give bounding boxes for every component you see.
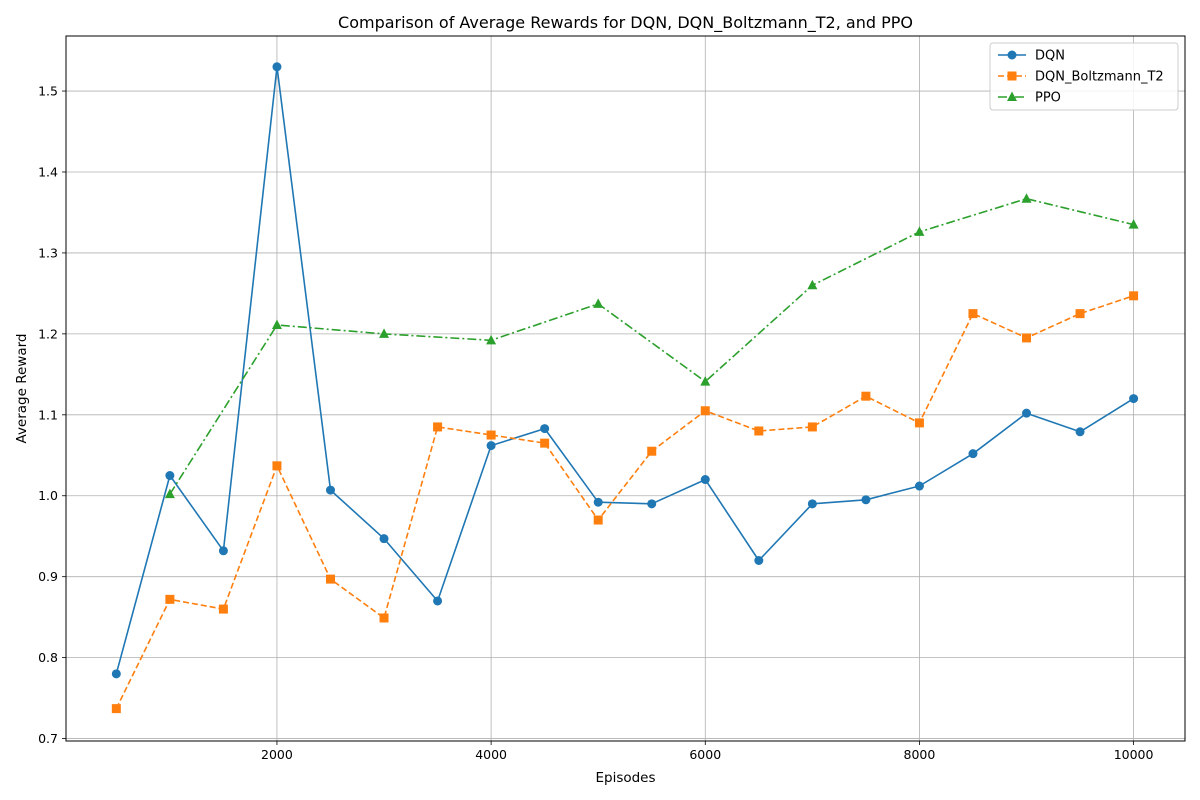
x-axis-label: Episodes	[595, 770, 655, 786]
ticks: 2000 4000 6000 8000 10000 0.7 0.8 0.9 1.0 1.1 1.2 1…	[38, 84, 1153, 762]
data-point	[218, 546, 228, 556]
data-point	[1022, 333, 1032, 343]
series-line	[115, 295, 1134, 709]
data-point	[433, 422, 443, 432]
data-point	[968, 309, 978, 319]
x-tick-label: 10000	[1114, 747, 1154, 762]
data-point	[807, 499, 817, 509]
data-point	[861, 495, 871, 505]
data-point	[914, 226, 925, 236]
data-point	[807, 422, 817, 432]
data-point	[486, 334, 497, 345]
data-point	[754, 556, 764, 566]
data-point	[700, 475, 710, 485]
y-tick-label: 0.9	[38, 569, 58, 584]
data-point	[540, 438, 550, 448]
data-point	[647, 499, 657, 509]
chart-title: Comparison of Average Rewards for DQN, D…	[338, 13, 913, 33]
y-tick-label: 1.4	[38, 164, 58, 179]
data-point	[1129, 291, 1139, 301]
data-point	[165, 471, 175, 481]
data-point	[914, 481, 924, 491]
data-point	[486, 441, 496, 451]
y-tick-label: 1.1	[38, 407, 58, 422]
y-tick-label: 0.8	[38, 650, 58, 665]
data-point	[486, 430, 496, 440]
data-point	[325, 485, 335, 495]
data-point	[272, 461, 282, 471]
series-ppo	[164, 193, 1139, 499]
data-point	[647, 446, 657, 456]
data-point	[593, 497, 603, 507]
legend-label: PPO	[1035, 91, 1061, 106]
data-point	[807, 279, 818, 290]
y-tick-label: 0.7	[38, 731, 58, 746]
data-point	[861, 391, 871, 401]
legend-marker	[1007, 91, 1017, 101]
data-point	[218, 604, 228, 614]
data-point	[1022, 408, 1032, 418]
data-point	[379, 534, 389, 544]
data-point	[1128, 219, 1139, 229]
y-tick-label: 1.3	[38, 245, 58, 260]
data-point	[700, 406, 710, 416]
legend-marker	[1007, 71, 1017, 81]
data-point	[165, 594, 175, 604]
data-point	[379, 613, 389, 623]
data-point	[1129, 394, 1139, 404]
data-point	[593, 515, 603, 525]
legend-label: DQN	[1035, 49, 1065, 64]
y-tick-label: 1.2	[38, 326, 58, 341]
data-point	[379, 328, 390, 338]
x-tick-label: 6000	[689, 747, 721, 762]
y-axis-label: Average Reward	[14, 333, 30, 443]
plot-frame	[65, 35, 1186, 742]
series-group	[111, 62, 1139, 714]
data-point	[164, 488, 175, 499]
series-line	[115, 66, 1135, 675]
data-point	[111, 669, 121, 679]
data-point	[700, 376, 711, 386]
data-point	[1075, 309, 1085, 319]
x-tick-label: 2000	[261, 747, 293, 762]
data-point	[968, 449, 978, 459]
data-point	[540, 424, 550, 434]
x-tick-label: 8000	[904, 747, 936, 762]
data-point	[593, 298, 604, 308]
data-point	[271, 319, 282, 329]
data-point	[1075, 427, 1085, 437]
series-dqn-boltzmann-t2	[111, 291, 1139, 714]
legend-label: DQN_Boltzmann_T2	[1035, 70, 1164, 85]
legend-box	[989, 42, 1179, 111]
legend: DQN DQN_Boltzmann_T2 PPO	[989, 42, 1179, 111]
data-point	[433, 596, 443, 606]
data-point	[272, 62, 282, 72]
data-point	[914, 418, 924, 428]
data-point	[754, 426, 764, 436]
data-point	[111, 704, 121, 714]
series-dqn	[111, 62, 1139, 679]
legend-marker	[1007, 50, 1017, 60]
y-tick-label: 1.0	[38, 488, 58, 503]
data-point	[1021, 193, 1032, 203]
y-tick-label: 1.5	[38, 84, 58, 99]
x-tick-label: 4000	[475, 747, 507, 762]
data-point	[325, 574, 335, 584]
